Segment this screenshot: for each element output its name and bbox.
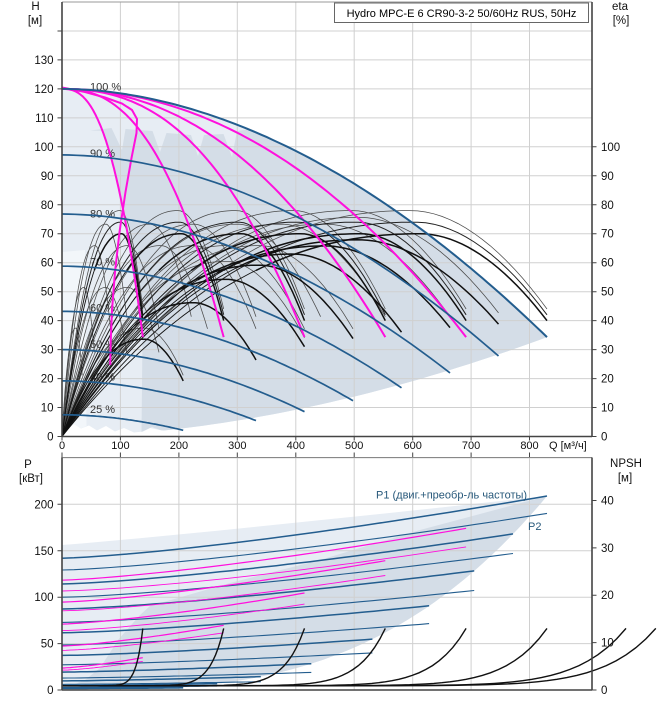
svg-text:[м]: [м] bbox=[28, 15, 42, 27]
svg-text:150: 150 bbox=[34, 546, 53, 558]
svg-text:110: 110 bbox=[35, 113, 53, 125]
svg-text:400: 400 bbox=[287, 440, 305, 452]
svg-text:25 %: 25 % bbox=[90, 404, 115, 416]
svg-text:100: 100 bbox=[111, 440, 129, 452]
svg-text:20: 20 bbox=[41, 374, 54, 386]
svg-text:40: 40 bbox=[601, 316, 614, 328]
svg-text:90: 90 bbox=[41, 171, 54, 183]
svg-text:800: 800 bbox=[520, 440, 538, 452]
svg-text:[кВт]: [кВт] bbox=[19, 473, 43, 485]
svg-text:700: 700 bbox=[462, 440, 480, 452]
svg-text:P: P bbox=[24, 459, 32, 471]
svg-text:70: 70 bbox=[41, 229, 54, 241]
svg-text:0: 0 bbox=[601, 685, 607, 697]
svg-text:0: 0 bbox=[59, 440, 65, 452]
svg-text:[%]: [%] bbox=[613, 15, 630, 27]
svg-text:200: 200 bbox=[170, 440, 188, 452]
svg-text:20: 20 bbox=[601, 374, 614, 386]
svg-text:eta: eta bbox=[612, 1, 629, 13]
svg-text:0: 0 bbox=[47, 685, 53, 697]
svg-text:200: 200 bbox=[34, 499, 53, 511]
svg-text:10: 10 bbox=[601, 638, 614, 650]
svg-text:30: 30 bbox=[601, 345, 614, 357]
svg-text:H: H bbox=[31, 1, 39, 13]
svg-text:90: 90 bbox=[601, 171, 614, 183]
svg-text:80: 80 bbox=[601, 200, 614, 212]
svg-text:300: 300 bbox=[228, 440, 246, 452]
svg-text:50: 50 bbox=[41, 287, 54, 299]
svg-text:50: 50 bbox=[601, 287, 614, 299]
svg-text:60: 60 bbox=[601, 258, 614, 270]
svg-text:500: 500 bbox=[345, 440, 363, 452]
svg-text:60: 60 bbox=[41, 258, 54, 270]
svg-text:50: 50 bbox=[41, 639, 54, 651]
svg-text:30: 30 bbox=[41, 345, 54, 357]
svg-text:[м]: [м] bbox=[618, 473, 632, 485]
svg-text:100: 100 bbox=[601, 142, 620, 154]
svg-text:NPSH: NPSH bbox=[610, 458, 642, 470]
svg-text:0: 0 bbox=[601, 432, 607, 444]
svg-text:130: 130 bbox=[34, 55, 53, 67]
svg-text:Hydro MPC-E 6 CR90-3-2 50/60Hz: Hydro MPC-E 6 CR90-3-2 50/60Hz RUS, 50Hz bbox=[347, 8, 577, 20]
svg-text:100: 100 bbox=[34, 142, 53, 154]
svg-text:40: 40 bbox=[601, 496, 614, 508]
svg-text:10: 10 bbox=[41, 403, 54, 415]
svg-text:Q [м³/ч]: Q [м³/ч] bbox=[549, 440, 587, 452]
svg-text:80 %: 80 % bbox=[90, 209, 115, 221]
svg-text:30: 30 bbox=[601, 543, 614, 555]
svg-text:80: 80 bbox=[41, 200, 54, 212]
svg-text:100: 100 bbox=[34, 592, 53, 604]
svg-text:70: 70 bbox=[601, 229, 614, 241]
svg-text:P2: P2 bbox=[528, 521, 541, 533]
svg-text:600: 600 bbox=[404, 440, 422, 452]
svg-text:20: 20 bbox=[601, 590, 614, 602]
svg-text:40: 40 bbox=[41, 316, 54, 328]
svg-text:120: 120 bbox=[34, 84, 53, 96]
svg-text:10: 10 bbox=[601, 403, 614, 415]
svg-text:0: 0 bbox=[47, 432, 53, 444]
svg-text:P1 (двиг.+преобр-ль частоты): P1 (двиг.+преобр-ль частоты) bbox=[376, 490, 527, 502]
